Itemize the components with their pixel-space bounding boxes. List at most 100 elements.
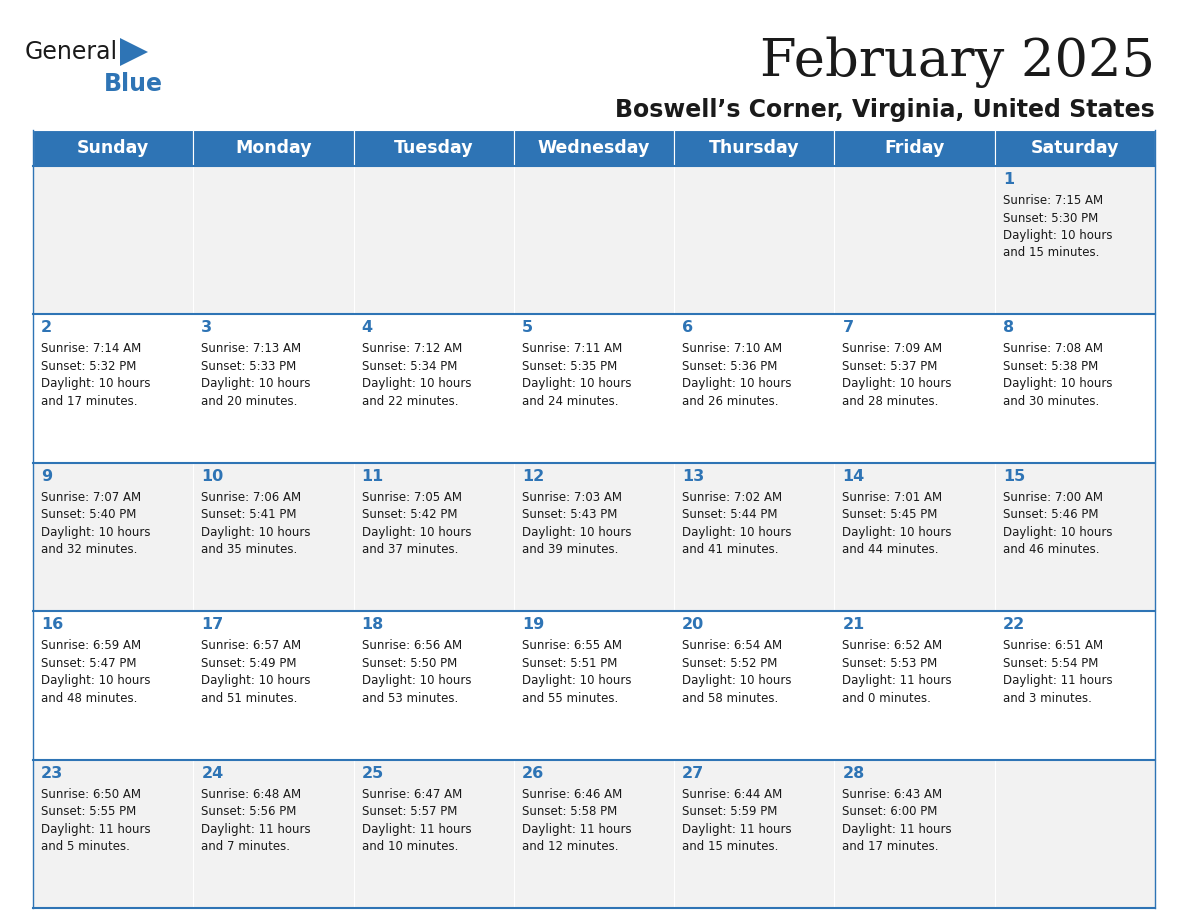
- Bar: [994, 463, 1155, 611]
- Text: 27: 27: [682, 766, 704, 780]
- Text: Sunrise: 6:59 AM: Sunrise: 6:59 AM: [42, 639, 141, 652]
- Bar: [354, 314, 514, 463]
- Text: Daylight: 10 hours: Daylight: 10 hours: [361, 526, 472, 539]
- Bar: [674, 166, 834, 314]
- Text: February 2025: February 2025: [760, 36, 1155, 88]
- Text: Sunrise: 6:46 AM: Sunrise: 6:46 AM: [522, 788, 623, 800]
- Text: 17: 17: [201, 617, 223, 633]
- Text: and 26 minutes.: and 26 minutes.: [682, 395, 778, 408]
- Text: Daylight: 10 hours: Daylight: 10 hours: [682, 526, 791, 539]
- Text: Daylight: 11 hours: Daylight: 11 hours: [682, 823, 791, 835]
- Text: Daylight: 10 hours: Daylight: 10 hours: [42, 674, 151, 688]
- Bar: [674, 463, 834, 611]
- Text: 7: 7: [842, 320, 853, 335]
- Text: 28: 28: [842, 766, 865, 780]
- Bar: [834, 611, 994, 759]
- Text: Sunset: 5:45 PM: Sunset: 5:45 PM: [842, 509, 937, 521]
- Text: Sunrise: 6:51 AM: Sunrise: 6:51 AM: [1003, 639, 1102, 652]
- Bar: [834, 314, 994, 463]
- Text: Sunrise: 7:06 AM: Sunrise: 7:06 AM: [201, 491, 302, 504]
- Bar: [194, 759, 354, 908]
- Text: and 3 minutes.: and 3 minutes.: [1003, 691, 1092, 705]
- Text: 13: 13: [682, 469, 704, 484]
- Text: Sunrise: 6:52 AM: Sunrise: 6:52 AM: [842, 639, 942, 652]
- Text: and 30 minutes.: and 30 minutes.: [1003, 395, 1099, 408]
- Text: and 35 minutes.: and 35 minutes.: [201, 543, 297, 556]
- Bar: [834, 463, 994, 611]
- Bar: [994, 166, 1155, 314]
- Text: Sunset: 5:30 PM: Sunset: 5:30 PM: [1003, 211, 1098, 225]
- Bar: [674, 130, 834, 166]
- Text: Sunrise: 7:14 AM: Sunrise: 7:14 AM: [42, 342, 141, 355]
- Text: Sunrise: 7:00 AM: Sunrise: 7:00 AM: [1003, 491, 1102, 504]
- Text: 20: 20: [682, 617, 704, 633]
- Bar: [354, 166, 514, 314]
- Text: and 22 minutes.: and 22 minutes.: [361, 395, 459, 408]
- Text: Daylight: 10 hours: Daylight: 10 hours: [522, 674, 631, 688]
- Text: 11: 11: [361, 469, 384, 484]
- Text: Daylight: 10 hours: Daylight: 10 hours: [682, 377, 791, 390]
- Text: 23: 23: [42, 766, 63, 780]
- Text: and 0 minutes.: and 0 minutes.: [842, 691, 931, 705]
- Bar: [994, 314, 1155, 463]
- Text: Sunset: 5:46 PM: Sunset: 5:46 PM: [1003, 509, 1098, 521]
- Bar: [354, 759, 514, 908]
- Bar: [514, 314, 674, 463]
- Text: and 44 minutes.: and 44 minutes.: [842, 543, 939, 556]
- Text: Sunset: 5:44 PM: Sunset: 5:44 PM: [682, 509, 778, 521]
- Text: Daylight: 10 hours: Daylight: 10 hours: [1003, 377, 1112, 390]
- Text: Daylight: 10 hours: Daylight: 10 hours: [201, 674, 311, 688]
- Text: Daylight: 11 hours: Daylight: 11 hours: [361, 823, 472, 835]
- Text: 22: 22: [1003, 617, 1025, 633]
- Text: and 15 minutes.: and 15 minutes.: [1003, 247, 1099, 260]
- Bar: [994, 611, 1155, 759]
- Text: General: General: [25, 40, 118, 64]
- Bar: [33, 314, 194, 463]
- Text: Sunset: 5:47 PM: Sunset: 5:47 PM: [42, 656, 137, 670]
- Text: 10: 10: [201, 469, 223, 484]
- Text: Daylight: 11 hours: Daylight: 11 hours: [522, 823, 632, 835]
- Text: 15: 15: [1003, 469, 1025, 484]
- Text: Sunset: 5:57 PM: Sunset: 5:57 PM: [361, 805, 457, 818]
- Text: Sunset: 5:55 PM: Sunset: 5:55 PM: [42, 805, 137, 818]
- Text: and 48 minutes.: and 48 minutes.: [42, 691, 138, 705]
- Text: Daylight: 10 hours: Daylight: 10 hours: [842, 377, 952, 390]
- Text: Daylight: 10 hours: Daylight: 10 hours: [522, 377, 631, 390]
- Text: Daylight: 11 hours: Daylight: 11 hours: [201, 823, 311, 835]
- Text: and 55 minutes.: and 55 minutes.: [522, 691, 618, 705]
- Bar: [194, 130, 354, 166]
- Text: Boswell’s Corner, Virginia, United States: Boswell’s Corner, Virginia, United State…: [615, 98, 1155, 122]
- Text: and 5 minutes.: and 5 minutes.: [42, 840, 129, 853]
- Text: and 32 minutes.: and 32 minutes.: [42, 543, 138, 556]
- Text: Sunset: 5:50 PM: Sunset: 5:50 PM: [361, 656, 457, 670]
- Bar: [194, 166, 354, 314]
- Text: Daylight: 10 hours: Daylight: 10 hours: [522, 526, 631, 539]
- Text: Daylight: 10 hours: Daylight: 10 hours: [842, 526, 952, 539]
- Text: Sunset: 5:51 PM: Sunset: 5:51 PM: [522, 656, 618, 670]
- Text: 18: 18: [361, 617, 384, 633]
- Text: 2: 2: [42, 320, 52, 335]
- Text: Sunrise: 7:12 AM: Sunrise: 7:12 AM: [361, 342, 462, 355]
- Bar: [194, 611, 354, 759]
- Text: 16: 16: [42, 617, 63, 633]
- Text: and 53 minutes.: and 53 minutes.: [361, 691, 457, 705]
- Text: Sunrise: 6:48 AM: Sunrise: 6:48 AM: [201, 788, 302, 800]
- Bar: [33, 759, 194, 908]
- Text: Sunrise: 7:10 AM: Sunrise: 7:10 AM: [682, 342, 782, 355]
- Text: and 17 minutes.: and 17 minutes.: [42, 395, 138, 408]
- Text: Sunrise: 7:02 AM: Sunrise: 7:02 AM: [682, 491, 782, 504]
- Text: and 46 minutes.: and 46 minutes.: [1003, 543, 1099, 556]
- Text: Sunrise: 6:55 AM: Sunrise: 6:55 AM: [522, 639, 621, 652]
- Text: Daylight: 11 hours: Daylight: 11 hours: [842, 823, 952, 835]
- Bar: [834, 130, 994, 166]
- Text: Sunrise: 6:43 AM: Sunrise: 6:43 AM: [842, 788, 942, 800]
- Bar: [514, 759, 674, 908]
- Text: and 10 minutes.: and 10 minutes.: [361, 840, 457, 853]
- Bar: [674, 611, 834, 759]
- Text: 19: 19: [522, 617, 544, 633]
- Text: Daylight: 10 hours: Daylight: 10 hours: [201, 526, 311, 539]
- Bar: [514, 130, 674, 166]
- Text: Sunrise: 7:01 AM: Sunrise: 7:01 AM: [842, 491, 942, 504]
- Text: 21: 21: [842, 617, 865, 633]
- Polygon shape: [120, 38, 148, 66]
